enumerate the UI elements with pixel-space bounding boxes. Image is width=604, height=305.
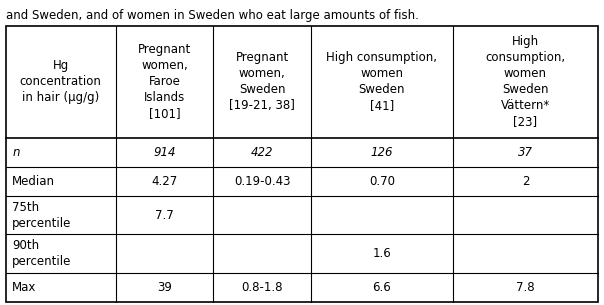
Text: 2: 2 [522,175,529,188]
Text: High consumption,
women
Sweden
[41]: High consumption, women Sweden [41] [326,51,437,112]
Text: 126: 126 [371,146,393,159]
Text: 4.27: 4.27 [151,175,178,188]
Text: 39: 39 [157,281,172,294]
Text: High
consumption,
women
Sweden
Vättern*
[23]: High consumption, women Sweden Vättern* … [486,35,565,128]
Text: n: n [12,146,19,159]
Text: Pregnant
women,
Sweden
[19-21, 38]: Pregnant women, Sweden [19-21, 38] [229,51,295,112]
Text: Hg
concentration
in hair (μg/g): Hg concentration in hair (μg/g) [20,59,101,104]
Text: 0.19-0.43: 0.19-0.43 [234,175,291,188]
Text: 422: 422 [251,146,273,159]
Text: 75th
percentile: 75th percentile [12,201,71,230]
Text: 37: 37 [518,146,533,159]
Text: 90th
percentile: 90th percentile [12,239,71,268]
Text: 914: 914 [153,146,176,159]
Text: Median: Median [12,175,55,188]
Text: Max: Max [12,281,36,294]
Text: Pregnant
women,
Faroe
Islands
[101]: Pregnant women, Faroe Islands [101] [138,43,191,120]
Text: 7.8: 7.8 [516,281,535,294]
Text: 6.6: 6.6 [373,281,391,294]
Text: 0.8-1.8: 0.8-1.8 [241,281,283,294]
Text: 7.7: 7.7 [155,209,174,222]
Text: 1.6: 1.6 [373,247,391,260]
Text: 0.70: 0.70 [369,175,395,188]
Text: and Sweden, and of women in Sweden who eat large amounts of fish.: and Sweden, and of women in Sweden who e… [6,9,419,22]
